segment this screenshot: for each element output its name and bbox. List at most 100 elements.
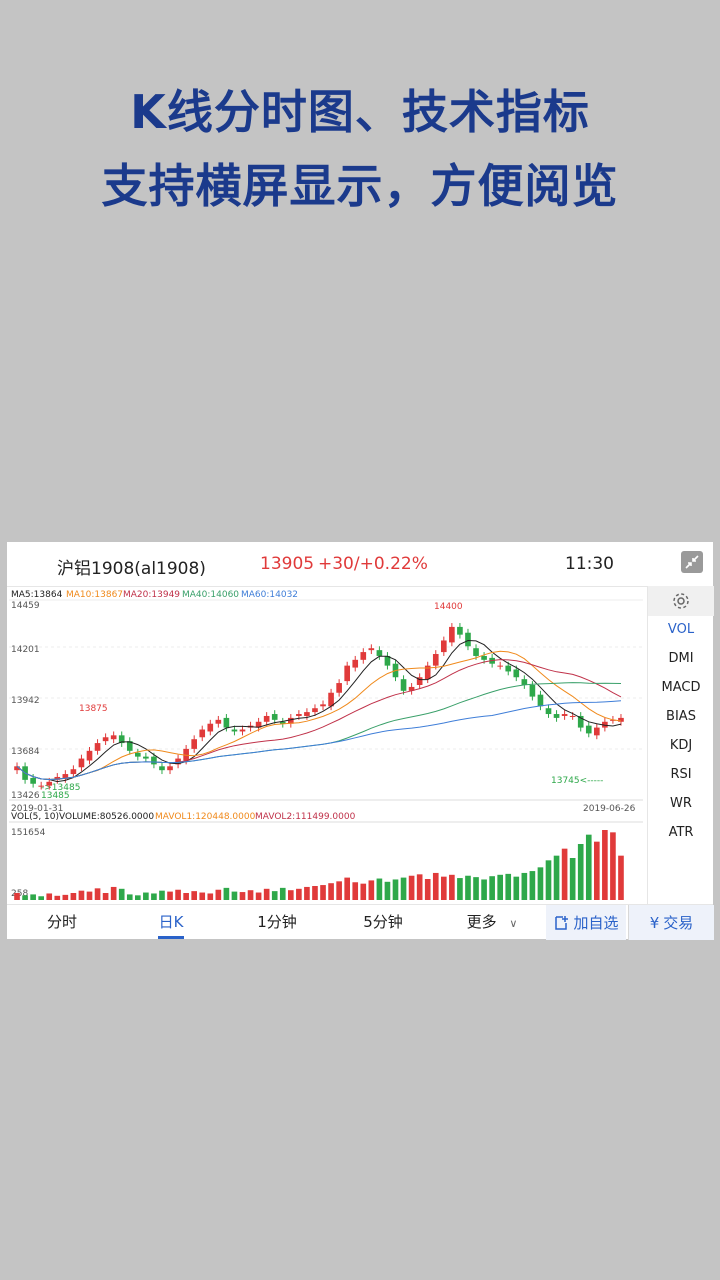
candle-body — [529, 684, 536, 697]
indicator-rsi[interactable]: RSI — [670, 767, 692, 782]
headline-line2: 支持横屏显示，方便阅览 — [101, 159, 619, 213]
y-tick: 13942 — [11, 696, 40, 706]
candle-body — [102, 737, 109, 742]
indicator-kdj[interactable]: KDJ — [669, 738, 693, 753]
volume-bar — [400, 877, 407, 900]
chevron-down-icon: ∨ — [509, 917, 518, 930]
candle-body — [473, 648, 479, 656]
indicator-wr[interactable]: WR — [670, 796, 692, 811]
candle-body — [118, 735, 125, 744]
volume-bar — [545, 860, 552, 900]
volume-bar — [247, 890, 254, 900]
candle-body — [175, 758, 181, 765]
tab-more[interactable]: 更多 ∨ — [462, 905, 522, 940]
indicator-atr[interactable]: ATR — [668, 825, 694, 840]
candle-body — [497, 665, 504, 667]
volume-bar — [134, 895, 141, 900]
candle-body — [577, 715, 584, 728]
volume-bar — [296, 888, 302, 900]
volume-bar — [473, 877, 479, 900]
tab-timeshare[interactable]: 分时 — [46, 913, 77, 931]
annotation-low: 13485 — [41, 791, 70, 801]
volume-bar — [328, 883, 334, 900]
volume-bar — [312, 886, 318, 900]
add-watchlist-button[interactable]: 加自选 — [546, 905, 626, 940]
kline-chart-area[interactable]: MA5:13864 MA10:13867 MA20:13949 MA40:140… — [7, 586, 647, 904]
tab-1min[interactable]: 1分钟 — [257, 913, 297, 931]
volume-bar — [271, 891, 278, 900]
annotation-low: 13745<----- — [551, 776, 603, 786]
active-tab-indicator — [158, 936, 184, 939]
candle-body — [255, 721, 262, 728]
add-watchlist-icon — [555, 915, 569, 930]
settings-gear-icon[interactable] — [648, 586, 714, 616]
add-watchlist-label: 加自选 — [573, 914, 619, 932]
candle-body — [344, 665, 351, 682]
ma5-legend: MA5:13864 — [11, 590, 63, 600]
indicator-dmi[interactable]: DMI — [668, 651, 694, 666]
candle-body — [110, 735, 117, 740]
volume-bar — [38, 896, 45, 900]
candle-body — [70, 769, 77, 775]
ma5-line — [16, 639, 622, 783]
volume-bar — [320, 885, 326, 900]
candle-body — [207, 723, 214, 732]
volume-bar — [593, 841, 600, 900]
exit-fullscreen-icon[interactable] — [681, 551, 703, 573]
symbol-name: 沪铝1908(al1908) — [57, 559, 206, 579]
volume-bar — [126, 894, 133, 900]
candle-body — [416, 677, 423, 685]
candle-body — [304, 712, 310, 716]
candle-body — [54, 776, 61, 780]
volume-bar — [618, 855, 624, 900]
period-tabs: 分时 日K 1分钟 5分钟 更多 ∨ 加自选 ¥ 交易 — [7, 904, 714, 940]
candle-body — [513, 669, 520, 678]
candle-body — [167, 766, 173, 771]
ma10-line — [16, 650, 622, 781]
date-start: 2019-01-31 — [11, 804, 63, 814]
volume-bar — [481, 879, 487, 900]
volume-bar — [22, 895, 28, 900]
volume-bar — [602, 830, 608, 900]
indicator-vol[interactable]: VOL — [667, 622, 695, 637]
volume-bar — [368, 880, 375, 900]
volume-bar — [30, 894, 36, 900]
price-change: +30/+0.22% — [318, 554, 428, 574]
candle-body — [352, 659, 359, 668]
candle-body — [271, 714, 278, 720]
volume-bar — [143, 892, 149, 900]
candle-body — [38, 785, 45, 787]
candle-body — [62, 774, 69, 779]
y-tick: 14459 — [11, 601, 40, 611]
candle-body — [521, 679, 528, 685]
candle-body — [440, 640, 447, 653]
volume-bar — [175, 889, 181, 900]
trade-label: 交易 — [663, 914, 694, 932]
volume-bar — [553, 855, 560, 900]
volume-bar — [424, 879, 431, 900]
tab-5min[interactable]: 5分钟 — [363, 913, 403, 931]
candle-body — [432, 654, 439, 666]
candle-body — [279, 721, 286, 724]
candle-body — [537, 694, 544, 707]
candle-body — [618, 717, 624, 722]
candle-body — [199, 729, 206, 738]
candle-body — [191, 739, 198, 749]
candle-body — [78, 758, 85, 768]
candle-body — [151, 756, 157, 765]
indicator-bias[interactable]: BIAS — [666, 709, 696, 724]
indicator-macd[interactable]: MACD — [661, 680, 701, 695]
ma20-legend: MA20:13949 — [123, 590, 180, 600]
tab-daily-k[interactable]: 日K — [158, 913, 184, 931]
volume-bar — [118, 888, 125, 900]
volume-bar — [183, 893, 189, 900]
volume-bar — [432, 872, 439, 900]
volume-bar — [215, 889, 222, 900]
trade-button[interactable]: ¥ 交易 — [628, 905, 714, 940]
candle-body — [86, 750, 93, 761]
candle-body — [312, 708, 318, 713]
candle-body — [602, 721, 608, 728]
ma-lines-layer — [16, 639, 622, 783]
candle-body — [368, 648, 375, 651]
volume-bar — [14, 893, 20, 900]
